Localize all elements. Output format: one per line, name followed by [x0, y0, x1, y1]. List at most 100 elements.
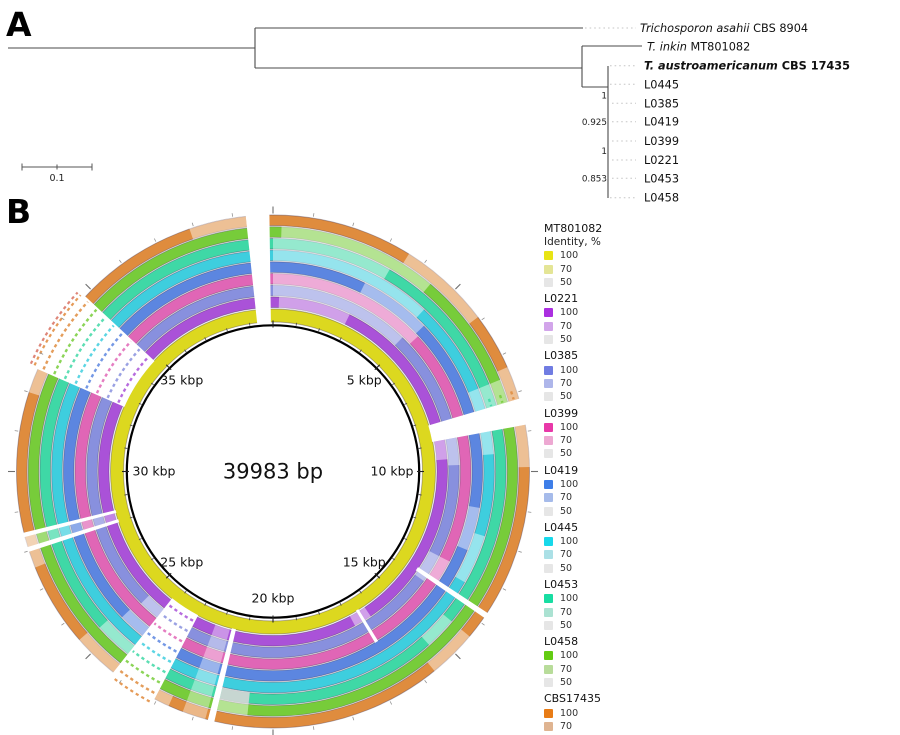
identity-70-segment: [403, 253, 479, 324]
legend-entry-header: L0385: [544, 349, 579, 363]
ring-inner-edge: [96, 295, 450, 648]
legend-entry-MT801082: MT801082 Identity, % 100 70 50: [544, 222, 674, 289]
legend-item: 70: [544, 605, 674, 618]
legend-item-label: 70: [560, 549, 573, 561]
identity-70-segment: [457, 505, 481, 551]
ring-inner-edge: [26, 225, 520, 718]
tree-tip-label: T. austroamericanum CBS 17435: [644, 60, 850, 73]
legend-item: 50: [544, 276, 674, 289]
legend-entry-header: L0445: [544, 520, 579, 534]
outer-tick: [191, 716, 194, 721]
outer-tick: [312, 213, 315, 217]
outer-tick: [61, 317, 65, 321]
fragment-arc: [63, 316, 106, 380]
ring-inner-edge: [38, 236, 508, 707]
legend-item: 100: [544, 535, 674, 548]
identity-70-segment: [433, 439, 448, 461]
center-label: 39983 bp: [223, 460, 323, 484]
fragment-arc-outer: [29, 291, 79, 365]
legend-entry-L0221: L0221 100 70 50: [544, 292, 674, 346]
legend-item: 50: [544, 619, 674, 632]
legend-item: 100: [544, 363, 674, 376]
legend-item-label: 100: [560, 478, 579, 490]
fragment-arc: [498, 394, 504, 404]
identity-70-segment: [121, 609, 150, 637]
outer-tick: [502, 588, 507, 591]
ring-gap: [245, 213, 271, 325]
legend-item: 50: [544, 676, 674, 689]
panel-b-label: B: [6, 192, 32, 231]
ring-inner-edge: [73, 271, 473, 672]
outer-tick: [352, 222, 355, 227]
scale-bar-label: 0.1: [49, 173, 64, 184]
identity-70-segment: [273, 249, 425, 318]
legend-entry-header: CBS17435: [544, 692, 602, 706]
legend-item-label: 100: [560, 593, 579, 605]
legend-swatch: [544, 335, 553, 345]
legend-item-label: 50: [560, 562, 573, 574]
fragment-arc: [160, 613, 189, 633]
legend-item: 100: [544, 706, 674, 719]
kbp-label: 20 kbp: [252, 591, 295, 606]
legend-item-label: 70: [560, 377, 573, 389]
genome-ring-L0399: [75, 273, 471, 670]
identity-70-segment: [360, 282, 425, 334]
legend-item-label: 70: [560, 606, 573, 618]
identity-70-segment: [421, 614, 452, 646]
legend-item: 50: [544, 504, 674, 517]
identity-70-segment: [154, 689, 174, 707]
legend-item-label: 100: [560, 536, 579, 548]
outer-tick: [14, 511, 19, 513]
inner-tick: [184, 590, 187, 594]
legend-swatch: [544, 506, 553, 516]
ring-outer-edge: [74, 273, 472, 670]
kbp-label: 5 kbp: [347, 372, 382, 387]
legend-identity-label: Identity, %: [544, 236, 601, 248]
legend-item: 70: [544, 663, 674, 676]
legend-entry-L0399: L0399 100 70 50: [544, 407, 674, 461]
inner-tick: [404, 538, 408, 541]
outer-tick: [389, 701, 393, 705]
inner-tick: [374, 364, 381, 371]
ring-inner-edge: [108, 307, 438, 636]
legend-entry-header: L0419: [544, 463, 579, 477]
outer-tick: [85, 653, 91, 660]
outer-tick: [455, 653, 461, 660]
genome-ring-L0458: [28, 226, 518, 717]
identity-70-segment: [497, 366, 520, 402]
inner-tick: [129, 516, 133, 519]
fragment-arc-outer: [111, 676, 151, 703]
outer-tick: [518, 550, 522, 553]
legend-item: 70: [544, 720, 674, 733]
ring-outer-edge: [27, 226, 519, 717]
legend-item-label: 100: [560, 250, 579, 262]
genome-ring-MT801082: [110, 309, 436, 634]
panel-a-label: A: [6, 5, 32, 44]
tree-tip-label: L0399: [644, 135, 679, 148]
genome-ring-L0419: [63, 261, 483, 682]
legend-item-label: 70: [560, 720, 573, 732]
legend-item-label: 50: [560, 334, 573, 346]
legend-item-label: 50: [560, 505, 573, 517]
legend-item: 50: [544, 562, 674, 575]
fragment-arc: [487, 398, 493, 407]
ring-outer-edge: [39, 237, 507, 706]
legend-item-label: 50: [560, 391, 573, 403]
legend-item: 70: [544, 491, 674, 504]
inner-tick: [226, 611, 228, 615]
ring-outer-edge: [62, 261, 484, 682]
outer-tick: [153, 238, 157, 242]
identity-70-segment: [79, 632, 121, 673]
support-value: 0.925: [582, 118, 607, 128]
legend-item: 100: [544, 306, 674, 319]
fragment-arc: [42, 300, 89, 370]
legend-entry-L0385: L0385 100 70 50: [544, 349, 674, 403]
legend-swatch: [544, 651, 553, 661]
ring-gap: [207, 628, 237, 723]
inner-tick: [204, 337, 207, 341]
legend-swatch: [544, 422, 553, 432]
fragment-arc: [153, 622, 183, 643]
inner-tick: [318, 328, 320, 332]
tree-tip-label: L0419: [644, 116, 679, 129]
